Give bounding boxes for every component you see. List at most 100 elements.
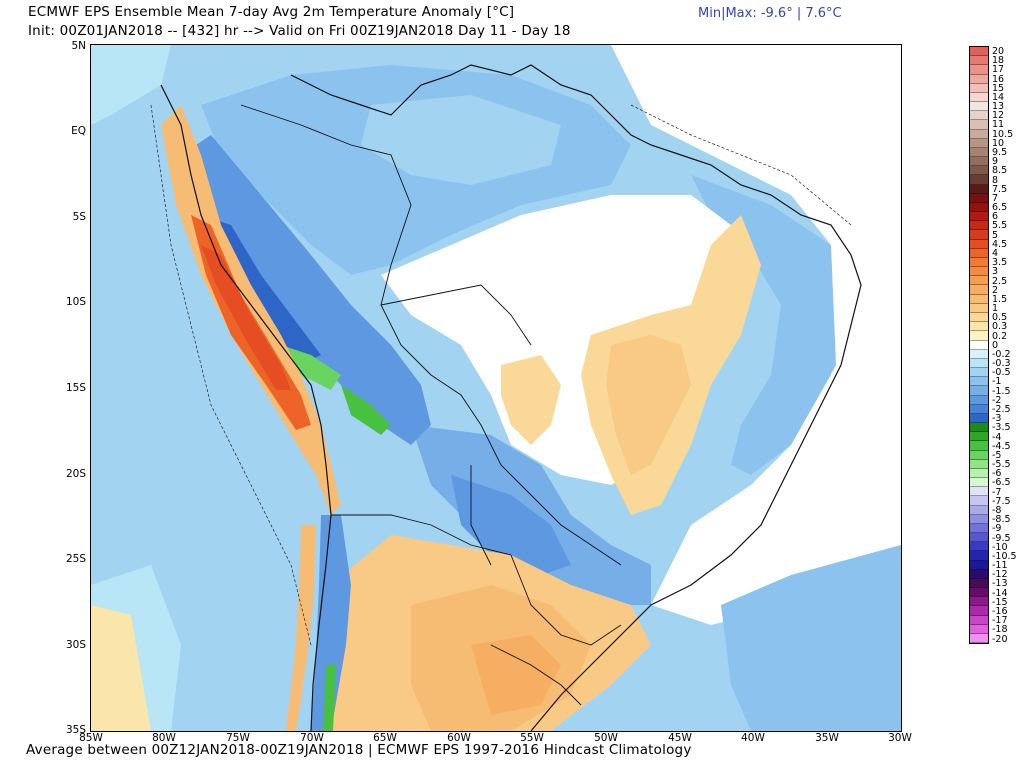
- legend-label: 3.5: [992, 257, 1008, 269]
- legend-swatch: [970, 166, 988, 176]
- legend-label: -16: [992, 605, 1008, 617]
- lon-label-70w: 70W: [300, 732, 324, 744]
- legend-swatch: [970, 615, 988, 625]
- legend-label: 5: [992, 229, 999, 241]
- legend-swatch: [970, 111, 988, 121]
- legend-label: 4.5: [992, 238, 1008, 250]
- lon-label-40w: 40W: [741, 732, 765, 744]
- lon-label-35w: 35W: [815, 732, 839, 744]
- legend-swatch: [970, 322, 988, 332]
- legend-label: 1.5: [992, 293, 1008, 305]
- legend-label: -8: [992, 505, 1002, 516]
- climatology-note: Average between 00Z12JAN2018-00Z19JAN201…: [26, 742, 692, 758]
- legend-swatch: [970, 267, 988, 277]
- legend-label: 14: [992, 91, 1005, 103]
- legend-swatch: [970, 569, 988, 579]
- lon-label-65w: 65W: [373, 732, 397, 744]
- legend-swatch: [970, 47, 988, 57]
- legend-label: -9.5: [992, 532, 1011, 544]
- legend-label: -12: [992, 569, 1008, 581]
- legend-label: 0: [992, 339, 999, 351]
- legend-swatch: [970, 230, 988, 240]
- legend-label: -9: [992, 523, 1002, 535]
- legend-swatch: [970, 120, 988, 130]
- legend-swatch: [970, 377, 988, 387]
- legend-label: -7: [992, 486, 1002, 498]
- legend-label: 11: [992, 119, 1005, 131]
- legend-swatch: [970, 56, 988, 66]
- legend-label: -7.5: [992, 495, 1011, 507]
- legend-swatch: [970, 588, 988, 598]
- legend-swatch: [970, 138, 988, 148]
- legend-swatch: [970, 285, 988, 295]
- legend-swatch: [970, 184, 988, 194]
- legend-swatch: [970, 175, 988, 185]
- legend-swatch: [970, 606, 988, 616]
- legend-swatch: [970, 533, 988, 543]
- legend-swatch: [970, 83, 988, 93]
- legend-swatch: [970, 349, 988, 359]
- legend-swatch: [970, 202, 988, 213]
- legend-label: 20: [992, 46, 1005, 57]
- legend-label: 3: [992, 266, 999, 278]
- min-max-readout: Min|Max: -9.6° | 7.6°C: [698, 6, 842, 21]
- legend-swatch: [970, 423, 988, 433]
- legend-label: 7: [992, 192, 999, 204]
- legend-label: -18: [992, 624, 1008, 636]
- legend-swatch: [970, 441, 988, 451]
- legend-swatch: [970, 248, 988, 258]
- legend-label: 8.5: [992, 165, 1008, 177]
- legend-label: -0.2: [992, 348, 1011, 360]
- legend-label: -2: [992, 394, 1002, 406]
- legend-swatch: [970, 560, 988, 570]
- legend-swatch: [970, 147, 988, 158]
- map-title: ECMWF EPS Ensemble Mean 7-day Avg 2m Tem…: [28, 4, 515, 20]
- legend-label: 15: [992, 82, 1005, 94]
- legend-swatch: [970, 634, 988, 644]
- legend-swatch: [970, 294, 988, 304]
- lat-label-30s: 30S: [65, 639, 86, 651]
- legend-swatch: [970, 129, 988, 139]
- lon-label-50w: 50W: [594, 732, 618, 744]
- legend-label: -6: [992, 468, 1002, 480]
- legend-swatch: [970, 331, 988, 341]
- legend-swatch: [970, 212, 988, 222]
- lat-label-5s: 5S: [72, 211, 86, 223]
- legend-label: 16: [992, 73, 1005, 85]
- color-scale-legend: [969, 46, 989, 645]
- legend-label: 12: [992, 110, 1005, 122]
- legend-swatch: [970, 459, 988, 469]
- legend-label: -6.5: [992, 477, 1011, 489]
- legend-swatch: [970, 404, 988, 414]
- legend-label: 0.2: [992, 330, 1008, 342]
- legend-label: 6.5: [992, 202, 1008, 214]
- legend-swatch: [970, 597, 988, 607]
- lon-label-85w: 85W: [79, 732, 103, 744]
- legend-swatch: [970, 523, 988, 534]
- legend-swatch: [970, 496, 988, 506]
- legend-label: -14: [992, 587, 1008, 599]
- legend-swatch: [970, 239, 988, 249]
- legend-swatch: [970, 505, 988, 515]
- legend-label: -3.5: [992, 422, 1011, 434]
- anomaly-map-graphic: [91, 45, 901, 731]
- lat-label-10s: 10S: [65, 296, 86, 308]
- lat-label-15s: 15S: [65, 382, 86, 394]
- legend-label: -5.5: [992, 459, 1011, 471]
- legend-label: 2.5: [992, 275, 1008, 287]
- lat-label-eq: EQ: [71, 125, 86, 137]
- legend-swatch: [970, 551, 988, 561]
- legend-label: 10: [992, 137, 1005, 149]
- legend-label: -4: [992, 431, 1002, 443]
- legend-swatch: [970, 65, 988, 75]
- legend-label: -8.5: [992, 514, 1011, 526]
- legend-label: 6: [992, 211, 999, 223]
- legend-swatch: [970, 92, 988, 103]
- anomaly-map: [90, 44, 902, 732]
- legend-label: 9.5: [992, 146, 1008, 158]
- lon-label-75w: 75W: [226, 732, 250, 744]
- legend-label: -10.5: [992, 550, 1017, 562]
- legend-label: 4: [992, 247, 999, 259]
- legend-swatch: [970, 312, 988, 323]
- lon-label-45w: 45W: [668, 732, 692, 744]
